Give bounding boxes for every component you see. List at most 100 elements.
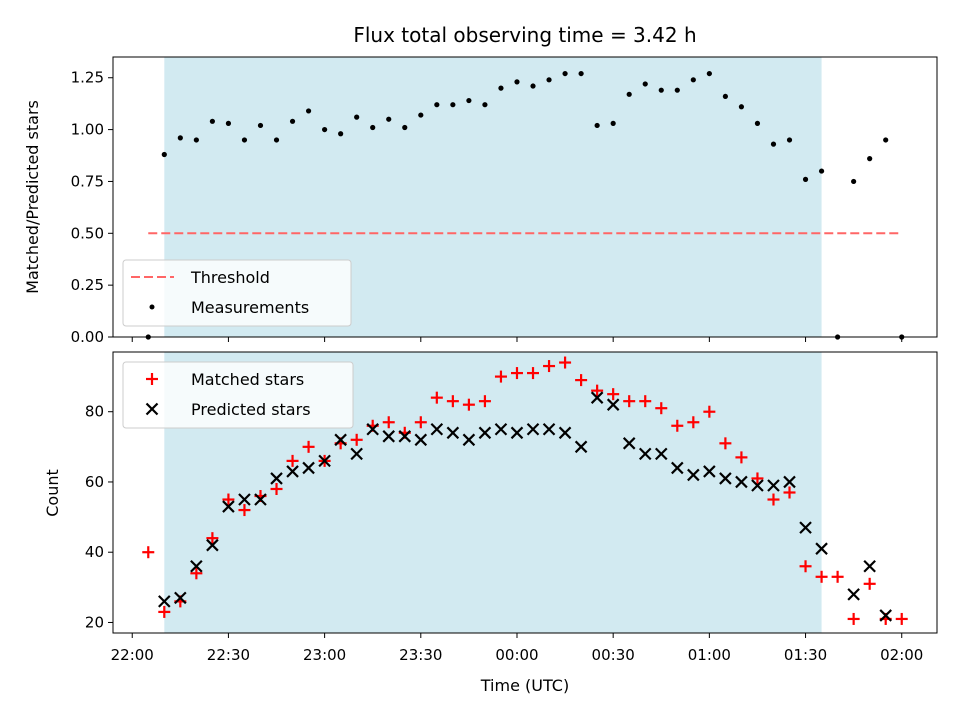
top-y-tick-label: 0.50	[71, 224, 104, 242]
predicted-point	[751, 479, 764, 492]
bottom-y-tick-label: 20	[85, 613, 104, 631]
predicted-point	[574, 440, 588, 454]
matched-point	[607, 388, 620, 401]
measurement-point	[161, 151, 167, 158]
matched-point	[863, 577, 876, 590]
measurement-point	[578, 70, 584, 77]
measurement-point	[241, 137, 248, 143]
predicted-point	[158, 595, 171, 608]
legend-predicted-marker	[145, 402, 159, 416]
matched-point	[735, 451, 748, 464]
x-axis-label: Time (UTC)	[480, 676, 569, 695]
predicted-point	[526, 422, 540, 436]
predicted-point	[190, 559, 203, 573]
predicted-point	[671, 461, 684, 475]
predicted-point	[334, 433, 347, 447]
x-tick-label: 00:30	[592, 646, 635, 664]
matched-point	[543, 360, 556, 373]
predicted-point	[430, 422, 444, 436]
predicted-point	[783, 475, 796, 489]
top-y-tick-label: 1.00	[71, 121, 104, 139]
predicted-point	[286, 465, 299, 478]
matched-point	[222, 493, 235, 506]
predicted-point	[703, 465, 716, 478]
matched-point	[286, 454, 299, 467]
matched-point	[655, 402, 668, 415]
predicted-point	[558, 426, 572, 440]
x-tick-label: 01:30	[784, 646, 827, 664]
legend-predicted-label: Predicted stars	[191, 400, 311, 419]
top-legend-box	[122, 259, 352, 327]
predicted-point	[622, 437, 636, 450]
matched-point	[494, 370, 507, 383]
matched-point	[478, 395, 491, 408]
predicted-point	[590, 391, 604, 404]
measurement-point	[257, 122, 264, 129]
predicted-point	[222, 500, 235, 513]
matched-point	[703, 405, 716, 418]
measurement-point	[851, 178, 857, 185]
predicted-point	[462, 433, 476, 447]
measurement-point	[273, 137, 280, 143]
bottom-panel: 22:00 22:30 23:00 23:30 00:00 00:30 01:00 01:30…	[43, 351, 938, 695]
predicted-point	[638, 447, 652, 461]
chart-title: Flux total observing time = 3.42 h	[353, 23, 696, 47]
measurement-point	[658, 87, 664, 93]
matched-point	[895, 612, 908, 625]
bottom-axes-frame	[112, 351, 938, 634]
top-panel: 0.00 0.25 0.50 0.75 1.00 1.25 Matched/Predict…	[23, 56, 938, 346]
matched-point	[430, 391, 443, 404]
predicted-point	[270, 472, 283, 485]
matched-point	[591, 384, 604, 397]
matched-point	[510, 367, 523, 380]
x-tick-label: 23:30	[399, 646, 442, 664]
measurement-point	[338, 131, 344, 137]
bottom-y-tick-label: 60	[85, 473, 104, 491]
measurement-point	[305, 108, 312, 114]
predicted-point	[606, 398, 620, 411]
predicted-point	[382, 430, 396, 443]
matched-point	[270, 482, 283, 495]
matched-point	[302, 440, 315, 453]
measurement-point	[450, 102, 456, 108]
legend-measurements-swatch	[149, 304, 155, 310]
measurement-point	[802, 176, 809, 182]
predicted-point	[302, 461, 315, 475]
matched-point	[815, 570, 828, 583]
measurement-point	[674, 87, 680, 93]
predicted-point	[414, 433, 428, 447]
matched-point	[414, 416, 427, 429]
measurement-point	[530, 83, 536, 89]
measurement-point	[818, 168, 825, 174]
predicted-point	[510, 426, 524, 440]
measurement-point	[193, 137, 199, 143]
predicted-point	[350, 447, 363, 461]
x-tick-label: 02:00	[880, 646, 923, 664]
predicted-point	[735, 475, 748, 489]
measurement-point	[434, 102, 440, 108]
top-y-tick-label: 1.25	[71, 69, 104, 87]
predicted-point	[494, 422, 508, 436]
measurement-point	[738, 104, 745, 110]
measurement-point	[770, 141, 777, 147]
matched-point	[799, 560, 812, 573]
legend-measurements-label: Measurements	[191, 298, 309, 317]
matched-point	[847, 612, 860, 625]
measurement-point	[177, 135, 183, 141]
legend-threshold-label: Threshold	[190, 268, 270, 287]
predicted-point	[654, 447, 668, 461]
matched-point	[687, 416, 700, 429]
measurement-point	[225, 120, 232, 126]
measurement-point	[610, 120, 616, 126]
measurement-point	[867, 156, 873, 162]
measurement-point	[514, 79, 520, 85]
bottom-legend: Matched stars Predicted stars	[122, 361, 354, 429]
matched-point	[350, 433, 363, 446]
legend-predicted-swatch	[145, 402, 159, 416]
top-legend: Threshold Measurements	[122, 259, 352, 327]
x-tick-label: 00:00	[495, 646, 538, 664]
measurement-point	[386, 116, 392, 122]
matched-point	[382, 416, 395, 429]
legend-matched-label: Matched stars	[191, 370, 304, 389]
